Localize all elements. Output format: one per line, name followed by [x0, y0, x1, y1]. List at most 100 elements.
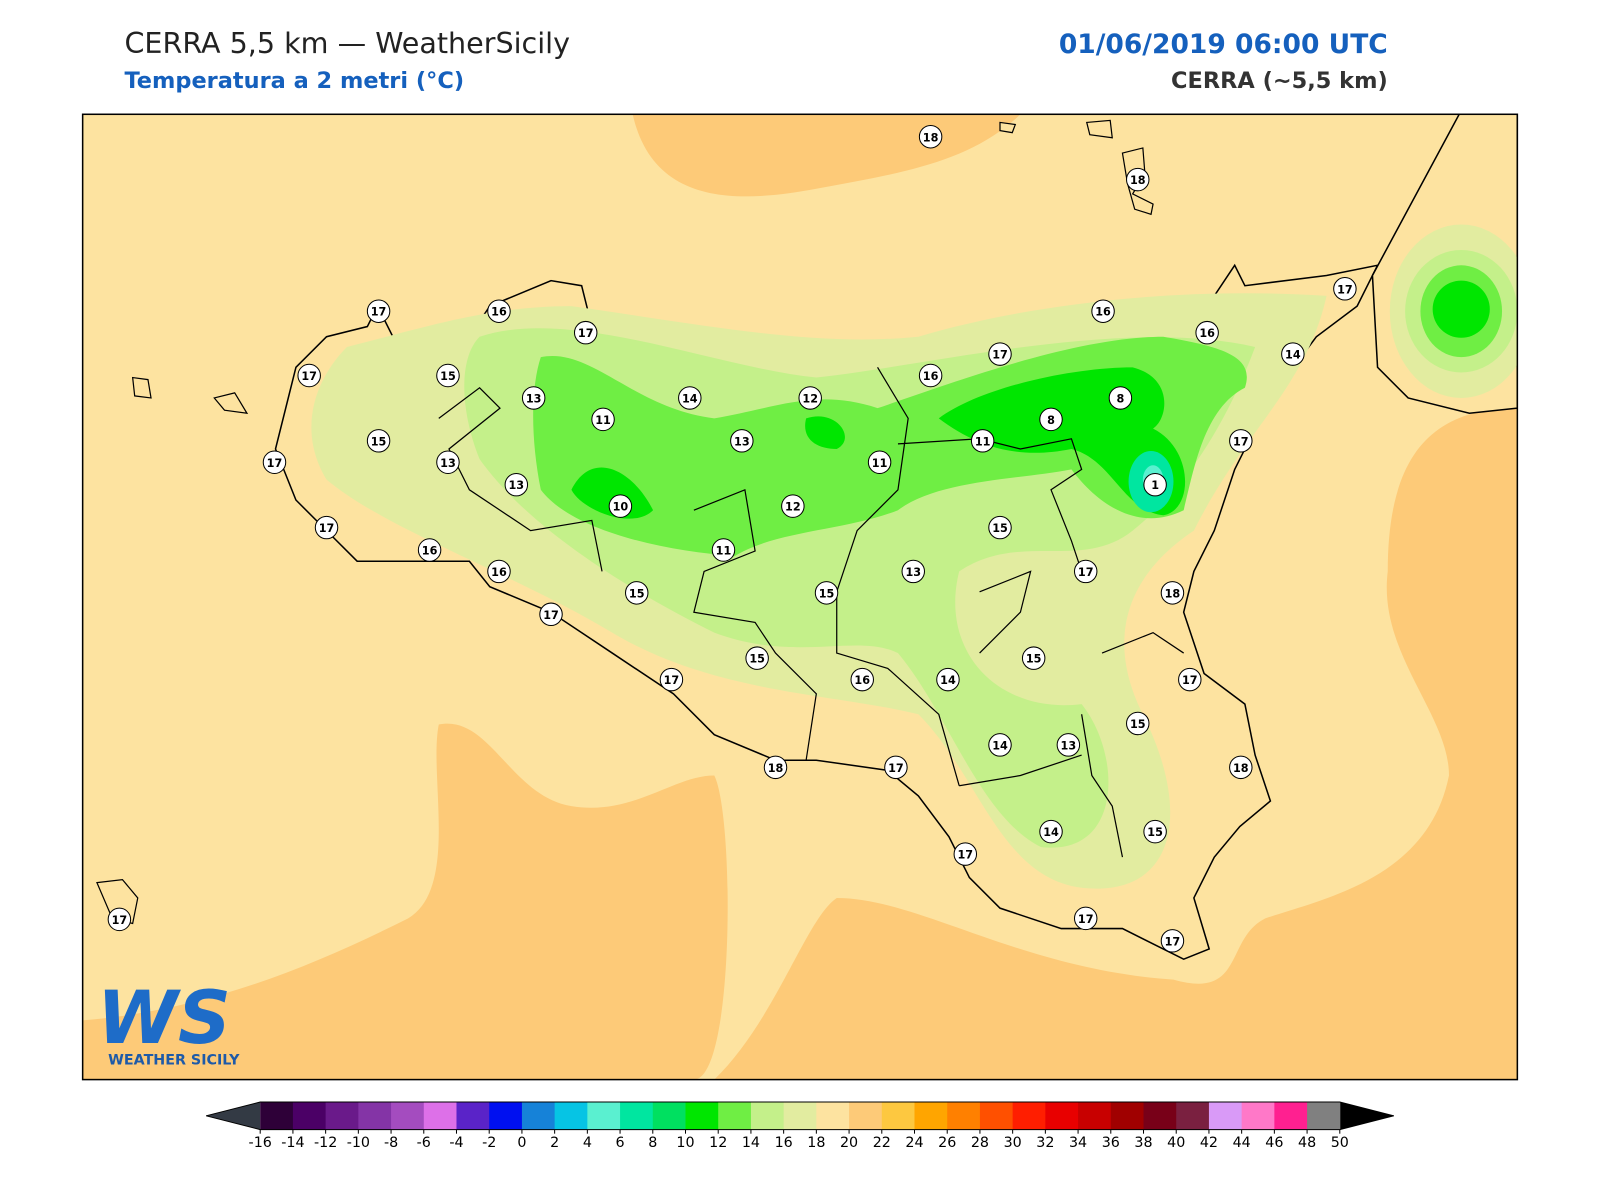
station-marker [711, 538, 736, 562]
colorbar-tick-label: 44 [1233, 1135, 1251, 1151]
colorbar-bin [1012, 1102, 1046, 1130]
station-marker [1126, 711, 1150, 736]
colorbar-tick-label: 4 [583, 1135, 592, 1151]
colorbar-bin [423, 1102, 458, 1130]
station-marker [1091, 299, 1115, 323]
colorbar-bin [1176, 1102, 1210, 1130]
station-marker [659, 667, 684, 692]
colorbar-tick-label: 32 [1036, 1135, 1054, 1151]
station-value: 10 [613, 501, 629, 514]
station-marker [297, 363, 321, 388]
colorbar-bin [1241, 1102, 1275, 1130]
station-marker [730, 429, 754, 453]
station-value: 17 [1165, 935, 1181, 948]
station-value: 17 [1233, 435, 1249, 448]
station-marker [1073, 559, 1098, 584]
model-label: CERRA (~5,5 km) [1171, 68, 1388, 94]
station-marker [625, 581, 649, 605]
station-value: 16 [854, 674, 870, 687]
station-value: 14 [1043, 826, 1059, 839]
warm-zone [714, 408, 1518, 1080]
station-value: 18 [923, 131, 939, 144]
station-marker [1195, 320, 1219, 345]
station-value: 15 [629, 587, 645, 600]
station-marker [1143, 819, 1167, 844]
colorbar-over [1339, 1102, 1394, 1130]
station-value: 15 [749, 653, 765, 666]
station-value: 18 [1130, 174, 1146, 187]
station-marker [988, 733, 1012, 757]
station-marker [504, 472, 529, 497]
station-marker [1333, 277, 1357, 301]
station-value: 16 [422, 545, 438, 558]
subtitle: Temperatura a 2 metri (°C) [124, 68, 464, 94]
station-value: 17 [371, 306, 387, 319]
colorbar-bin [325, 1102, 359, 1130]
station-value: 15 [440, 370, 456, 383]
colorbar-tick-label: 30 [1004, 1135, 1022, 1151]
colorbar-tick-label: -10 [347, 1135, 370, 1151]
station-value: 11 [872, 457, 888, 470]
station-value: 17 [992, 349, 1008, 362]
colorbar-bin [685, 1102, 719, 1130]
colorbar-bin [947, 1102, 981, 1130]
station-marker [678, 386, 702, 410]
islands [96, 119, 1154, 925]
colorbar-tick-label: 8 [648, 1135, 657, 1151]
colorbar-bin [587, 1102, 621, 1130]
station-value: 17 [664, 674, 680, 687]
colorbar-tick-label: 20 [840, 1135, 858, 1151]
colorbar-bin [1143, 1102, 1177, 1130]
station-value: 14 [940, 674, 956, 687]
colorbar-bin [260, 1102, 294, 1130]
station-value: 13 [509, 479, 525, 492]
station-value: 13 [734, 435, 750, 448]
station-value: 17 [267, 457, 283, 470]
station-marker [487, 559, 511, 584]
station-marker [814, 581, 839, 605]
zone-8-10 [571, 367, 1186, 519]
station-marker [918, 125, 943, 149]
colorbar-under [206, 1102, 261, 1130]
colorbar-tick-label: 24 [905, 1135, 923, 1151]
station-marker [1039, 407, 1063, 432]
colorbar-bin [881, 1102, 916, 1130]
station-value: 14 [1285, 349, 1301, 362]
colorbar-tick-label: -2 [482, 1135, 496, 1151]
station-value: 16 [491, 566, 507, 579]
station-value: 1 [1151, 479, 1159, 492]
station-value: 16 [1199, 327, 1215, 340]
colorbar-bin [718, 1102, 752, 1130]
station-value: 16 [923, 370, 939, 383]
station-value: 13 [526, 392, 542, 405]
station-marker [314, 515, 339, 540]
station-value: 18 [1165, 587, 1181, 600]
station-value: 17 [578, 327, 594, 340]
station-marker [867, 450, 892, 474]
colorbar-bin [914, 1102, 948, 1130]
station-value: 13 [440, 457, 456, 470]
station-value: 15 [1026, 653, 1042, 666]
colorbar-bin [521, 1102, 556, 1130]
station-marker [781, 494, 805, 518]
colorbar-tick-label: 12 [709, 1135, 727, 1151]
station-value: 17 [1078, 566, 1094, 579]
station-marker [918, 363, 943, 388]
station-marker [1229, 429, 1253, 453]
station-value: 8 [1117, 392, 1125, 405]
warm-zone [82, 723, 728, 1080]
station-marker [539, 602, 563, 627]
colorbar-tick-label: 0 [517, 1135, 526, 1151]
logo-text: WEATHER SICILY [108, 1052, 240, 1068]
colorbar-bin [292, 1102, 327, 1130]
station-marker [1039, 819, 1063, 844]
colorbar-tick-label: -6 [417, 1135, 431, 1151]
station-value: 16 [1095, 306, 1111, 319]
station-value: 15 [992, 522, 1008, 535]
zone-8-10 [1432, 280, 1490, 338]
station-marker [1126, 167, 1150, 192]
station-marker [591, 407, 615, 432]
